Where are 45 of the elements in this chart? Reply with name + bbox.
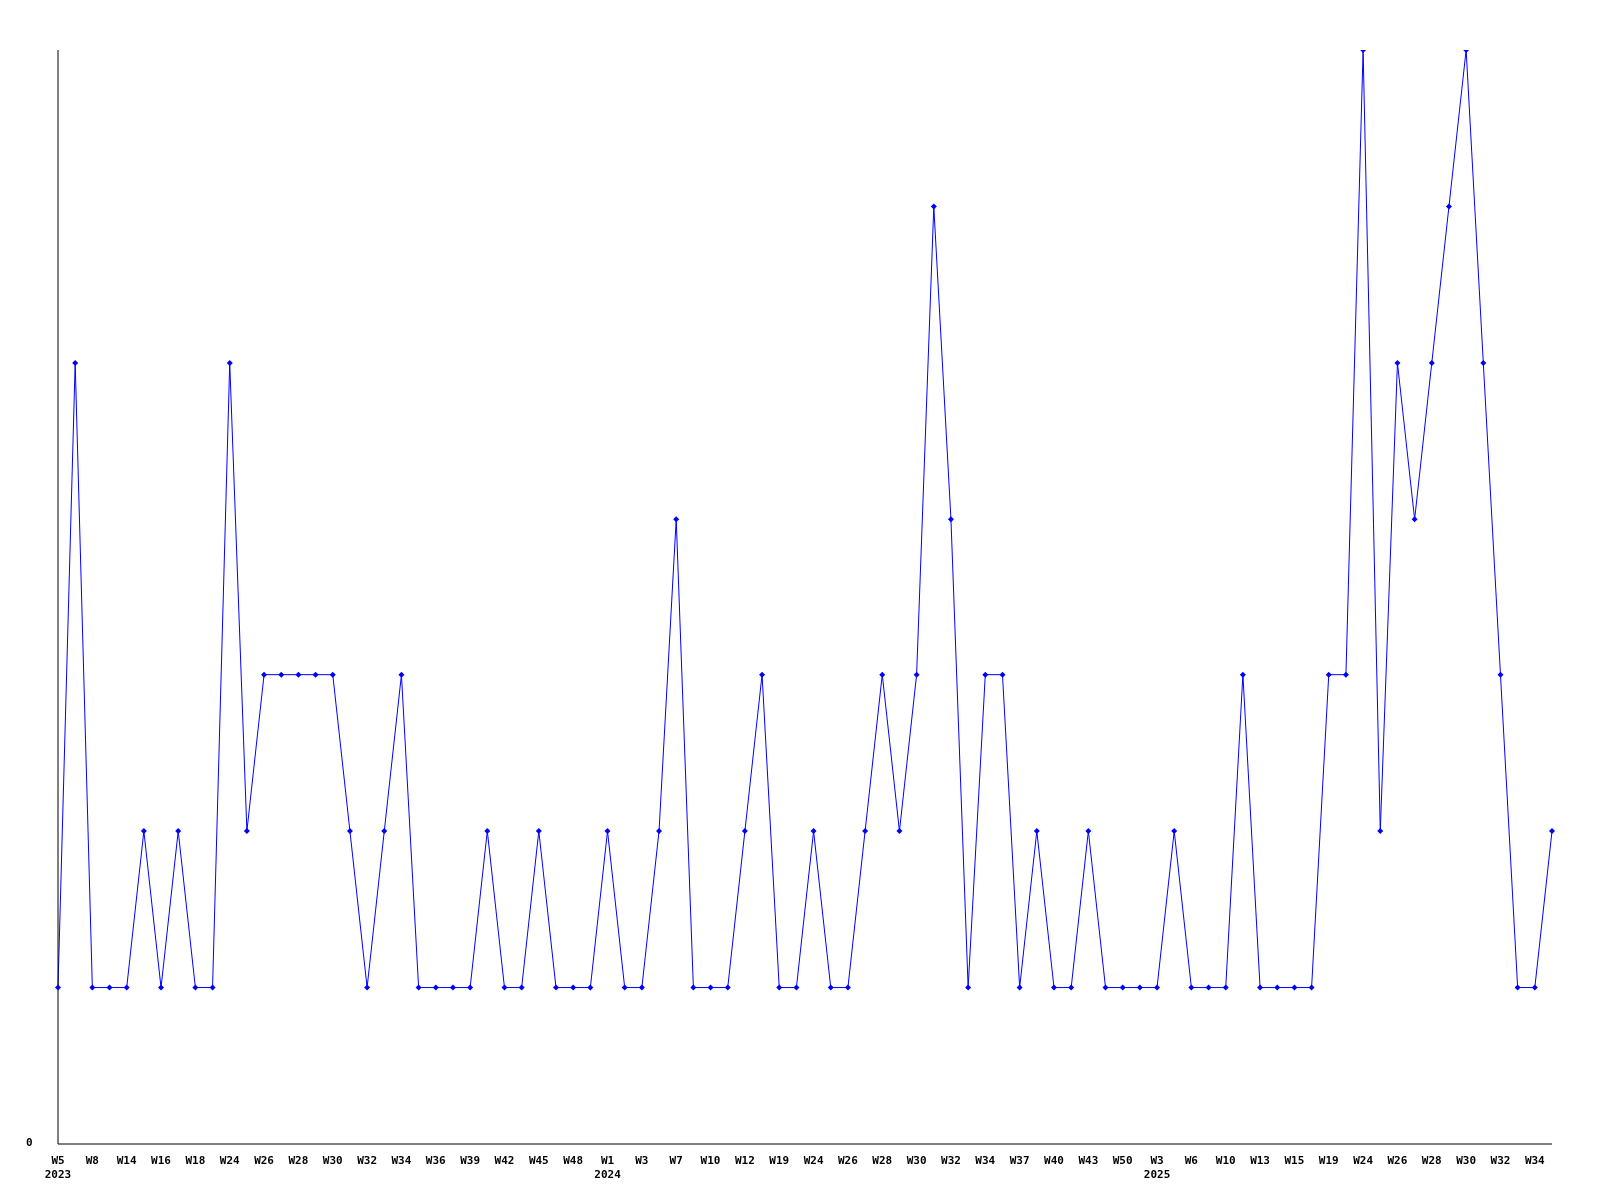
- x-tick-label: W6: [1184, 1154, 1199, 1167]
- text: 0: [26, 1136, 33, 1149]
- x-tick-label: W45: [528, 1154, 549, 1167]
- x-tick-label: W28: [1421, 1154, 1442, 1167]
- x-tick-label: W48: [563, 1154, 584, 1167]
- x-tick-label: W32: [357, 1154, 378, 1167]
- x-tick-label: W10: [700, 1154, 721, 1167]
- x-tick-label: W24: [219, 1154, 241, 1167]
- x-tick-label: W19: [769, 1154, 790, 1167]
- x-tick-label: W43: [1078, 1154, 1099, 1167]
- x-tick-label: W34: [975, 1154, 996, 1167]
- x-tick-label: W1 2024: [594, 1154, 622, 1181]
- x-tick-label: W34: [391, 1154, 412, 1167]
- x-tick-label: W28: [872, 1154, 893, 1167]
- x-tick-label: W18: [185, 1154, 206, 1167]
- x-tick-label: W50: [1112, 1154, 1133, 1167]
- x-tick-label: W26: [254, 1154, 275, 1167]
- x-tick-label: W28: [288, 1154, 309, 1167]
- x-tick-label: W10: [1215, 1154, 1236, 1167]
- x-tick-label: W24: [803, 1154, 824, 1167]
- x-tick-label: W26: [837, 1154, 859, 1167]
- x-tick-label: W42: [494, 1154, 515, 1167]
- x-tick-label: W34: [1524, 1154, 1546, 1167]
- x-tick-label: W30: [322, 1154, 343, 1167]
- x-tick-label: W13: [1250, 1154, 1271, 1167]
- x-tick-label: W5 2023: [44, 1154, 72, 1181]
- x-tick-label: W24: [1353, 1154, 1374, 1167]
- x-tick-label: W30: [906, 1154, 927, 1167]
- x-tick-label: W26: [1387, 1154, 1408, 1167]
- x-tick-label: W3: [635, 1154, 649, 1167]
- x-tick-label: W16: [151, 1154, 172, 1167]
- x-tick-label: W39: [460, 1154, 481, 1167]
- x-tick-label: W37: [1009, 1154, 1030, 1167]
- x-tick-label: W7: [669, 1154, 683, 1167]
- x-tick-label: W8: [85, 1154, 99, 1167]
- x-tick-label: W19: [1318, 1154, 1339, 1167]
- x-tick-label: W14: [116, 1154, 137, 1167]
- x-tick-label: W40: [1044, 1154, 1064, 1167]
- x-tick-label: W32: [1490, 1154, 1511, 1167]
- x-tick-label: W12: [734, 1154, 755, 1167]
- x-tick-label: W36: [425, 1154, 447, 1167]
- x-tick-label: W3 2025: [1143, 1154, 1171, 1181]
- x-tick-label: W32: [941, 1154, 961, 1167]
- x-tick-label: W30: [1456, 1154, 1477, 1167]
- x-tick-label: W15: [1284, 1154, 1305, 1167]
